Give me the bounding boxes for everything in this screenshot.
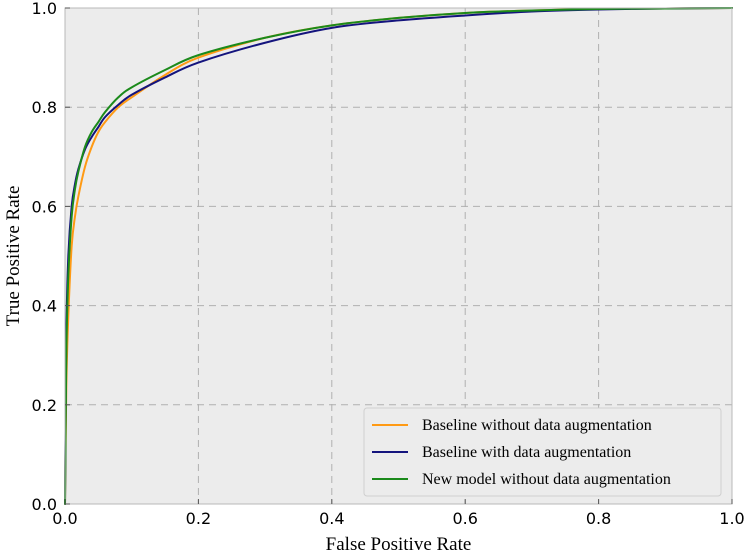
- y-tick-label: 0.0: [32, 495, 57, 514]
- x-tick-label: 1.0: [719, 509, 744, 528]
- y-tick-label: 0.4: [32, 297, 57, 316]
- y-axis-label: True Positive Rate: [3, 186, 24, 327]
- axis-ticks: 0.0 0.2 0.4 0.6 0.8 1.0 0.0 0.2 0.4 0.6 0.8 1.0: [32, 0, 745, 528]
- legend-box: [363, 407, 722, 497]
- legend-label-2: Baseline with data augmentation: [422, 444, 631, 461]
- x-axis-label: False Positive Rate: [326, 534, 472, 553]
- legend: Baseline without data augmentation Baseli…: [363, 407, 722, 497]
- legend-label-1: Baseline without data augmentation: [422, 417, 652, 434]
- y-tick-label: 0.2: [32, 396, 57, 415]
- x-tick-label: 0.8: [586, 509, 611, 528]
- legend-label-3: New model without data augmentation: [422, 471, 671, 488]
- series-lines: [64, 7, 733, 505]
- x-tick-label: 0.0: [52, 509, 77, 528]
- x-tick-label: 0.6: [452, 509, 477, 528]
- y-tick-label: 0.8: [32, 98, 57, 117]
- x-tick-label: 0.2: [186, 509, 211, 528]
- y-tick-label: 1.0: [32, 0, 57, 18]
- plot-frame: [64, 7, 733, 505]
- series-line-3: [64, 7, 733, 505]
- x-tick-label: 0.4: [319, 509, 344, 528]
- y-tick-label: 0.6: [32, 197, 57, 216]
